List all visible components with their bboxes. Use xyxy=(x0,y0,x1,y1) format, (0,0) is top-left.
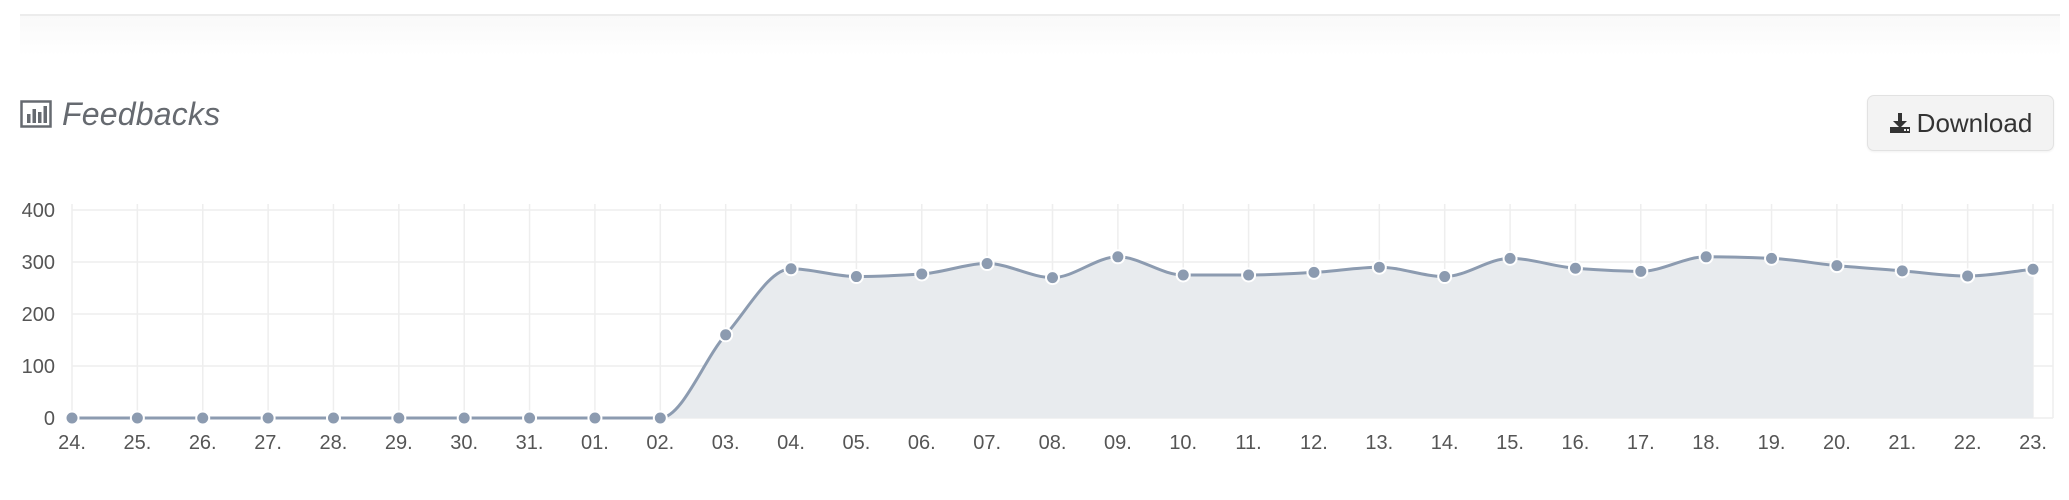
data-point[interactable] xyxy=(1764,250,1780,266)
y-tick-label: 0 xyxy=(44,408,55,430)
bar-chart-icon xyxy=(20,100,52,128)
x-tick-label: 15. xyxy=(1496,432,1524,454)
y-tick-label: 400 xyxy=(22,200,55,222)
data-point[interactable] xyxy=(1960,268,1976,284)
x-tick-label: 22. xyxy=(1954,432,1982,454)
chart-points xyxy=(64,249,2041,426)
x-tick-label: 11. xyxy=(1235,432,1261,454)
data-point[interactable] xyxy=(1829,258,1845,274)
x-tick-label: 01. xyxy=(581,432,609,454)
x-tick-label: 20. xyxy=(1823,432,1851,454)
download-button[interactable]: Download xyxy=(1867,95,2054,151)
x-tick-label: 10. xyxy=(1169,432,1197,454)
download-label: Download xyxy=(1916,107,2033,138)
data-point[interactable] xyxy=(652,410,668,426)
x-tick-label: 07. xyxy=(973,432,1001,454)
data-point[interactable] xyxy=(129,410,145,426)
data-point[interactable] xyxy=(718,327,734,343)
panel-title: Feedbacks xyxy=(62,95,221,132)
data-point[interactable] xyxy=(1567,260,1583,276)
x-tick-label: 18. xyxy=(1692,432,1720,454)
y-tick-label: 200 xyxy=(22,304,55,326)
data-point[interactable] xyxy=(979,256,995,272)
data-point[interactable] xyxy=(1502,250,1518,266)
x-tick-label: 02. xyxy=(646,432,674,454)
data-point[interactable] xyxy=(260,410,276,426)
data-point[interactable] xyxy=(1306,264,1322,280)
data-point[interactable] xyxy=(1894,263,1910,279)
x-tick-label: 03. xyxy=(712,432,740,454)
data-point[interactable] xyxy=(2025,261,2041,277)
x-tick-label: 23. xyxy=(2019,432,2047,454)
data-point[interactable] xyxy=(456,410,472,426)
x-tick-label: 29. xyxy=(385,432,413,454)
series-area xyxy=(72,256,2033,418)
data-point[interactable] xyxy=(587,410,603,426)
x-tick-label: 19. xyxy=(1758,432,1786,454)
x-tick-label: 21. xyxy=(1888,432,1916,454)
data-point[interactable] xyxy=(783,261,799,277)
data-point[interactable] xyxy=(1241,267,1257,283)
x-tick-label: 27. xyxy=(254,432,282,454)
data-point[interactable] xyxy=(522,410,538,426)
x-tick-label: 24. xyxy=(58,432,86,454)
panel-header: Feedbacks xyxy=(20,92,220,136)
x-tick-label: 12. xyxy=(1300,432,1328,454)
data-point[interactable] xyxy=(1175,267,1191,283)
x-tick-label: 06. xyxy=(908,432,936,454)
data-point[interactable] xyxy=(1110,249,1126,265)
x-tick-label: 04. xyxy=(777,432,805,454)
x-tick-label: 17. xyxy=(1627,432,1655,454)
data-point[interactable] xyxy=(914,266,930,282)
data-point[interactable] xyxy=(391,410,407,426)
feedbacks-chart: 0 100 200 300 400 24. 25. 26. 27. 28. 29. 30. 31. 01… xyxy=(22,200,2054,454)
x-tick-label: 13. xyxy=(1365,432,1393,454)
y-tick-label: 300 xyxy=(22,252,55,274)
data-point[interactable] xyxy=(64,410,80,426)
download-icon xyxy=(1889,112,1911,134)
data-point[interactable] xyxy=(1437,269,1453,285)
x-tick-label: 26. xyxy=(189,432,217,454)
x-tick-label: 31. xyxy=(516,432,544,454)
y-axis-ticks: 0 100 200 300 400 xyxy=(22,200,55,430)
data-point[interactable] xyxy=(1371,259,1387,275)
x-tick-label: 05. xyxy=(842,432,870,454)
x-tick-label: 08. xyxy=(1039,432,1067,454)
x-tick-label: 30. xyxy=(450,432,478,454)
data-point[interactable] xyxy=(1045,270,1060,286)
x-tick-label: 09. xyxy=(1104,432,1132,454)
data-point[interactable] xyxy=(195,410,211,426)
x-tick-label: 25. xyxy=(123,432,151,454)
x-tick-label: 28. xyxy=(320,432,348,454)
data-point[interactable] xyxy=(1633,263,1649,279)
data-point[interactable] xyxy=(1698,249,1714,265)
data-point[interactable] xyxy=(848,269,864,285)
data-point[interactable] xyxy=(325,410,341,426)
x-axis-ticks: 24. 25. 26. 27. 28. 29. 30. 31. 01. 02. 03. 04. 05. 0… xyxy=(58,432,2047,454)
x-tick-label: 14. xyxy=(1431,432,1459,454)
y-tick-label: 100 xyxy=(22,356,55,378)
x-tick-label: 16. xyxy=(1562,432,1590,454)
